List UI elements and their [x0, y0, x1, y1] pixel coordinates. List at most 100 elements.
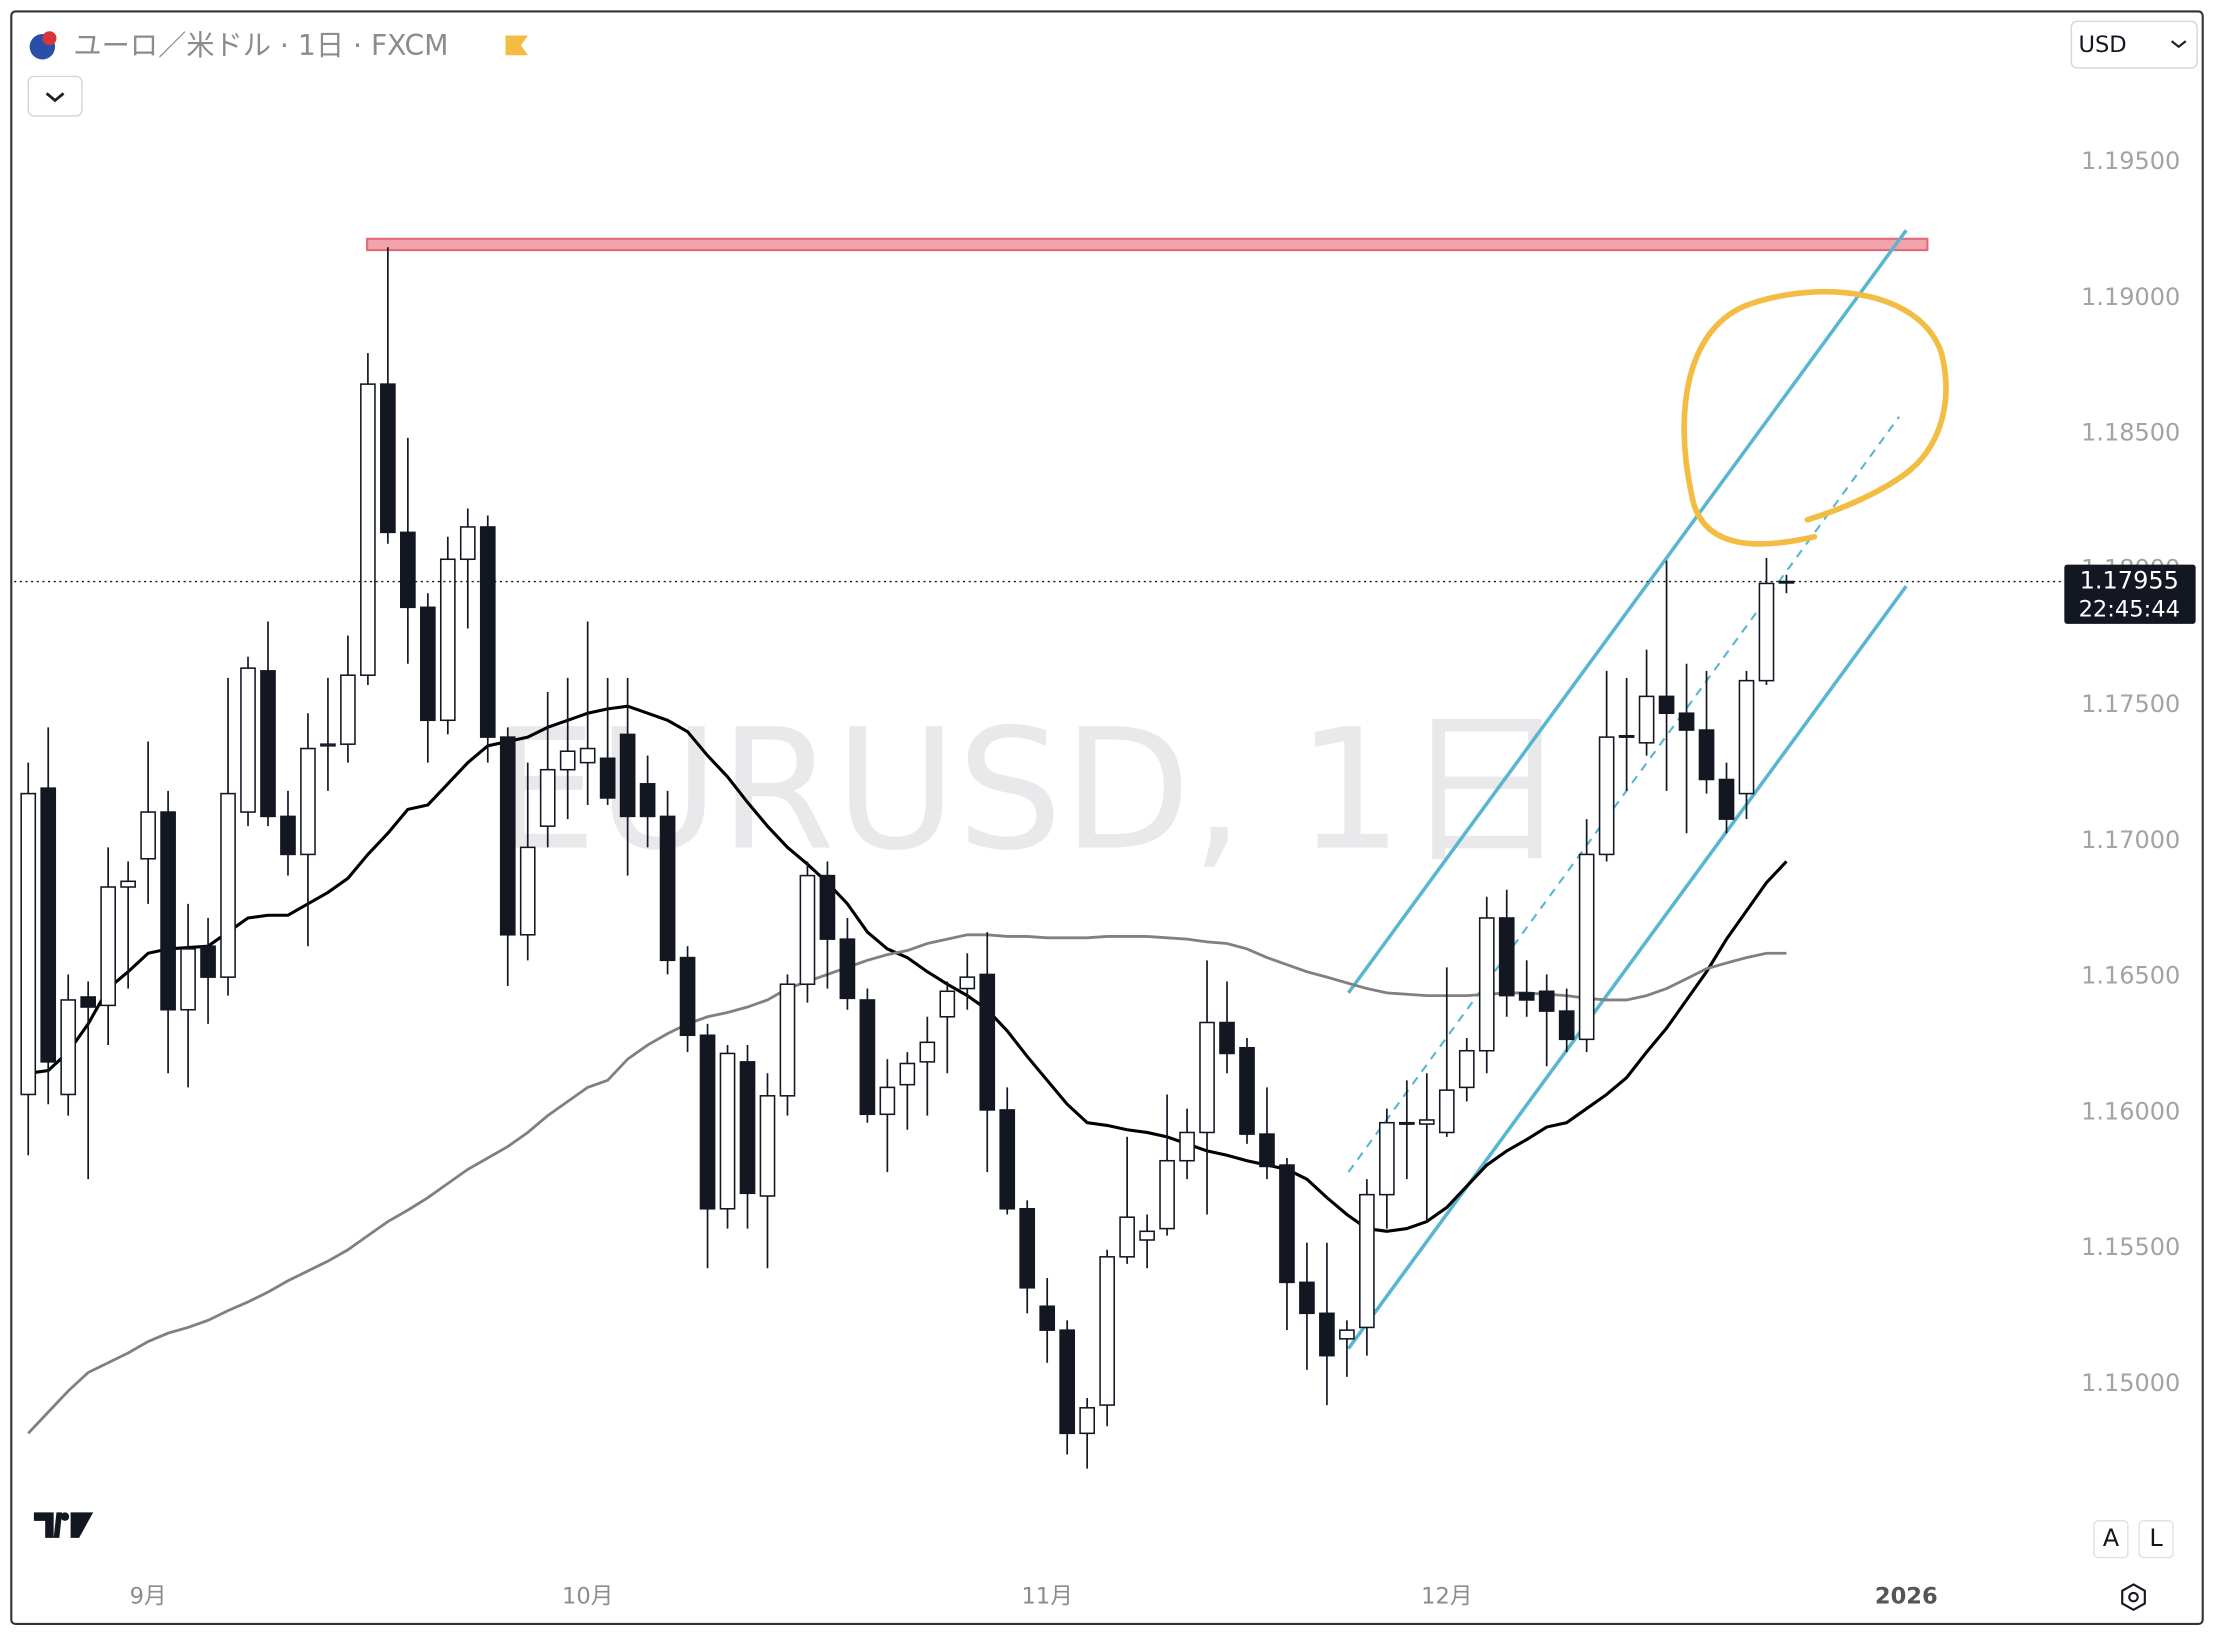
candle-body	[400, 531, 416, 609]
tradingview-logo	[33, 1512, 94, 1538]
candle-body	[859, 999, 876, 1116]
candle-body	[120, 880, 136, 888]
candle-body	[999, 1109, 1016, 1210]
countdown-label: 22:45:44	[2079, 596, 2180, 622]
x-tick-label: 9月	[130, 1584, 167, 1610]
candle-body	[220, 792, 236, 978]
candle-body	[719, 1052, 736, 1210]
candle-body	[180, 948, 196, 1011]
collapse-button[interactable]	[27, 75, 83, 117]
candle-body	[1598, 736, 1615, 856]
candle-body	[419, 606, 436, 722]
candle-body	[1139, 1230, 1155, 1241]
candle-body	[1019, 1207, 1036, 1289]
candle-body	[959, 976, 976, 990]
candle-body	[1219, 1021, 1235, 1055]
candle-body	[639, 783, 656, 818]
x-tick-label: 10月	[562, 1584, 613, 1610]
candle-body	[1418, 1119, 1435, 1125]
candle-body	[1339, 1329, 1355, 1340]
y-tick-label: 1.16500	[2081, 962, 2180, 990]
candle-body	[1718, 778, 1735, 820]
y-tick-label: 1.19000	[2081, 283, 2180, 311]
channel-lower	[1347, 585, 1908, 1350]
candle-body	[1259, 1133, 1275, 1168]
candle-body	[1618, 734, 1635, 738]
candle-body	[699, 1034, 716, 1210]
candle-body	[979, 973, 996, 1111]
y-tick-label: 1.17500	[2081, 690, 2180, 718]
candle-body	[439, 558, 456, 722]
candle-body	[1578, 853, 1595, 1041]
y-tick-label: 1.15000	[2081, 1369, 2180, 1397]
candle-body	[1319, 1312, 1335, 1357]
y-tick-label: 1.17000	[2081, 826, 2180, 854]
candle-body	[1079, 1407, 1095, 1435]
candle-body	[819, 874, 836, 940]
candle-body	[1658, 695, 1675, 714]
chevron-icon	[2170, 40, 2187, 49]
candle-body	[1698, 729, 1715, 781]
x-tick-label: 2026	[1875, 1584, 1938, 1610]
candle-body	[1039, 1305, 1056, 1331]
candle-body	[619, 733, 636, 818]
candle-body	[240, 667, 256, 813]
candle-body	[1498, 917, 1515, 997]
candle-body	[260, 670, 276, 818]
candle-body	[1638, 695, 1655, 744]
symbol-icon-flag	[42, 31, 57, 46]
currency-label: USD	[2078, 32, 2126, 58]
currency-select[interactable]	[2070, 20, 2198, 69]
candle-body	[300, 747, 316, 856]
resistance-zone	[366, 237, 1929, 252]
candle-body	[1738, 679, 1755, 795]
candle-body	[879, 1086, 896, 1116]
candle-body	[280, 815, 296, 856]
candle-body	[1758, 582, 1775, 682]
candle-body	[459, 526, 476, 561]
candle-body	[519, 846, 536, 936]
candle-body	[1558, 1010, 1575, 1041]
last-price-label: 1.17955	[2080, 567, 2179, 595]
plot-area	[20, 247, 1795, 1469]
flag-icon	[505, 35, 529, 56]
candle-body	[1059, 1329, 1076, 1435]
candle-body	[919, 1041, 936, 1063]
candle-body	[1279, 1164, 1295, 1284]
settings-icon[interactable]	[2121, 1583, 2146, 1612]
candle-body	[1179, 1131, 1195, 1162]
candle-body	[1398, 1121, 1415, 1125]
candle-body	[839, 938, 856, 1000]
candle-body	[20, 792, 37, 1096]
y-tick-label: 1.18500	[2081, 419, 2180, 447]
candle-body	[320, 743, 336, 747]
candle-body	[1478, 917, 1495, 1052]
log-scale-button[interactable]	[2138, 1520, 2174, 1559]
candle-body	[1239, 1046, 1255, 1135]
candle-body	[599, 757, 616, 799]
symbol-title: ユーロ／米ドル · 1日 · FXCM	[73, 29, 448, 62]
candle-body	[539, 768, 556, 827]
candle-body	[1778, 580, 1795, 584]
channel-upper	[1347, 229, 1908, 994]
candle-body	[1379, 1121, 1395, 1196]
candle-body	[1359, 1193, 1375, 1329]
candle-body	[899, 1062, 916, 1086]
candle-body	[1159, 1159, 1175, 1230]
candle-body	[100, 886, 116, 1007]
candle-body	[739, 1061, 756, 1195]
x-tick-label: 11月	[1022, 1584, 1073, 1610]
candle-body	[1299, 1281, 1315, 1315]
candle-body	[939, 990, 956, 1018]
auto-scale-button[interactable]	[2093, 1520, 2129, 1559]
candle-body	[499, 736, 516, 936]
candle-body	[200, 945, 216, 978]
candle-body	[799, 874, 816, 985]
candle-body	[559, 750, 576, 771]
log-scale-label: L	[2149, 1524, 2163, 1552]
chart-frame	[10, 10, 2204, 1626]
y-tick-label: 1.15500	[2081, 1233, 2180, 1261]
candle-body	[679, 956, 696, 1037]
channel-middle	[1347, 416, 1900, 1173]
